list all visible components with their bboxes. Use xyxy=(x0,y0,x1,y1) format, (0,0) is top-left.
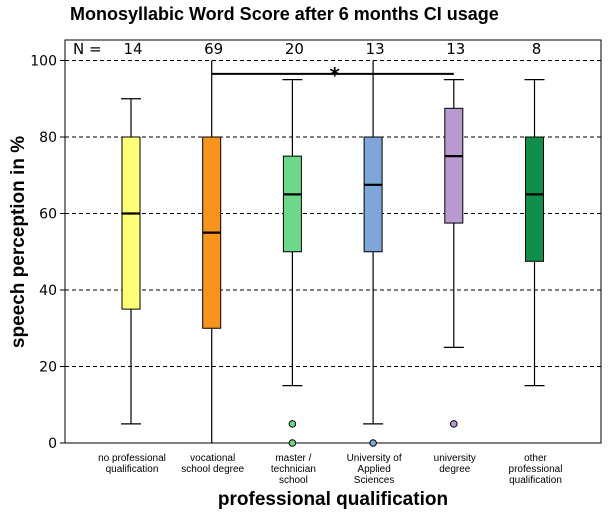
category-label-3: master / technician school xyxy=(271,453,316,486)
outlier-point-1 xyxy=(288,420,297,428)
y-tick-label-60: 60 xyxy=(39,207,57,223)
y-tick-label-20: 20 xyxy=(39,360,57,376)
y-tick-label-40: 40 xyxy=(39,283,57,299)
category-label-6: other professional qualification xyxy=(509,453,563,486)
n-count-6: 8 xyxy=(532,40,542,58)
plot-area xyxy=(64,39,602,444)
outlier-point-1 xyxy=(450,420,458,428)
y-tick-label-80: 80 xyxy=(39,130,57,146)
box-3 xyxy=(282,79,303,447)
chart-title: Monosyllabic Word Score after 6 months C… xyxy=(70,4,499,24)
n-count-3: 20 xyxy=(285,40,304,58)
box-1 xyxy=(121,98,141,425)
n-count-5: 13 xyxy=(446,40,465,58)
outlier-point-1 xyxy=(369,439,377,447)
box-iqr xyxy=(282,155,302,253)
box-6 xyxy=(524,79,545,387)
box-4 xyxy=(363,60,384,447)
y-tick-label-0: 0 xyxy=(48,436,57,452)
n-count-2: 69 xyxy=(204,40,223,58)
significance-asterisk: * xyxy=(330,63,341,87)
n-count-4: 13 xyxy=(366,40,385,58)
box-iqr xyxy=(525,136,544,262)
category-label-2: vocational school degree xyxy=(181,453,244,475)
y-axis-title: speech perception in % xyxy=(8,136,29,348)
outlier-point-2 xyxy=(288,439,297,447)
n-count-1: 14 xyxy=(123,40,142,58)
category-label-4: University of Applied Sciences xyxy=(347,453,402,486)
category-label-1: no professional qualification xyxy=(98,453,166,475)
y-tick-label-100: 100 xyxy=(30,54,57,70)
box-iqr xyxy=(444,107,464,224)
box-iqr xyxy=(121,136,141,310)
n-prefix-label: N = xyxy=(73,40,102,58)
box-iqr xyxy=(363,136,383,253)
box-5 xyxy=(443,79,464,428)
x-axis-title: professional qualification xyxy=(218,489,448,510)
category-label-5: university degree xyxy=(434,453,476,475)
